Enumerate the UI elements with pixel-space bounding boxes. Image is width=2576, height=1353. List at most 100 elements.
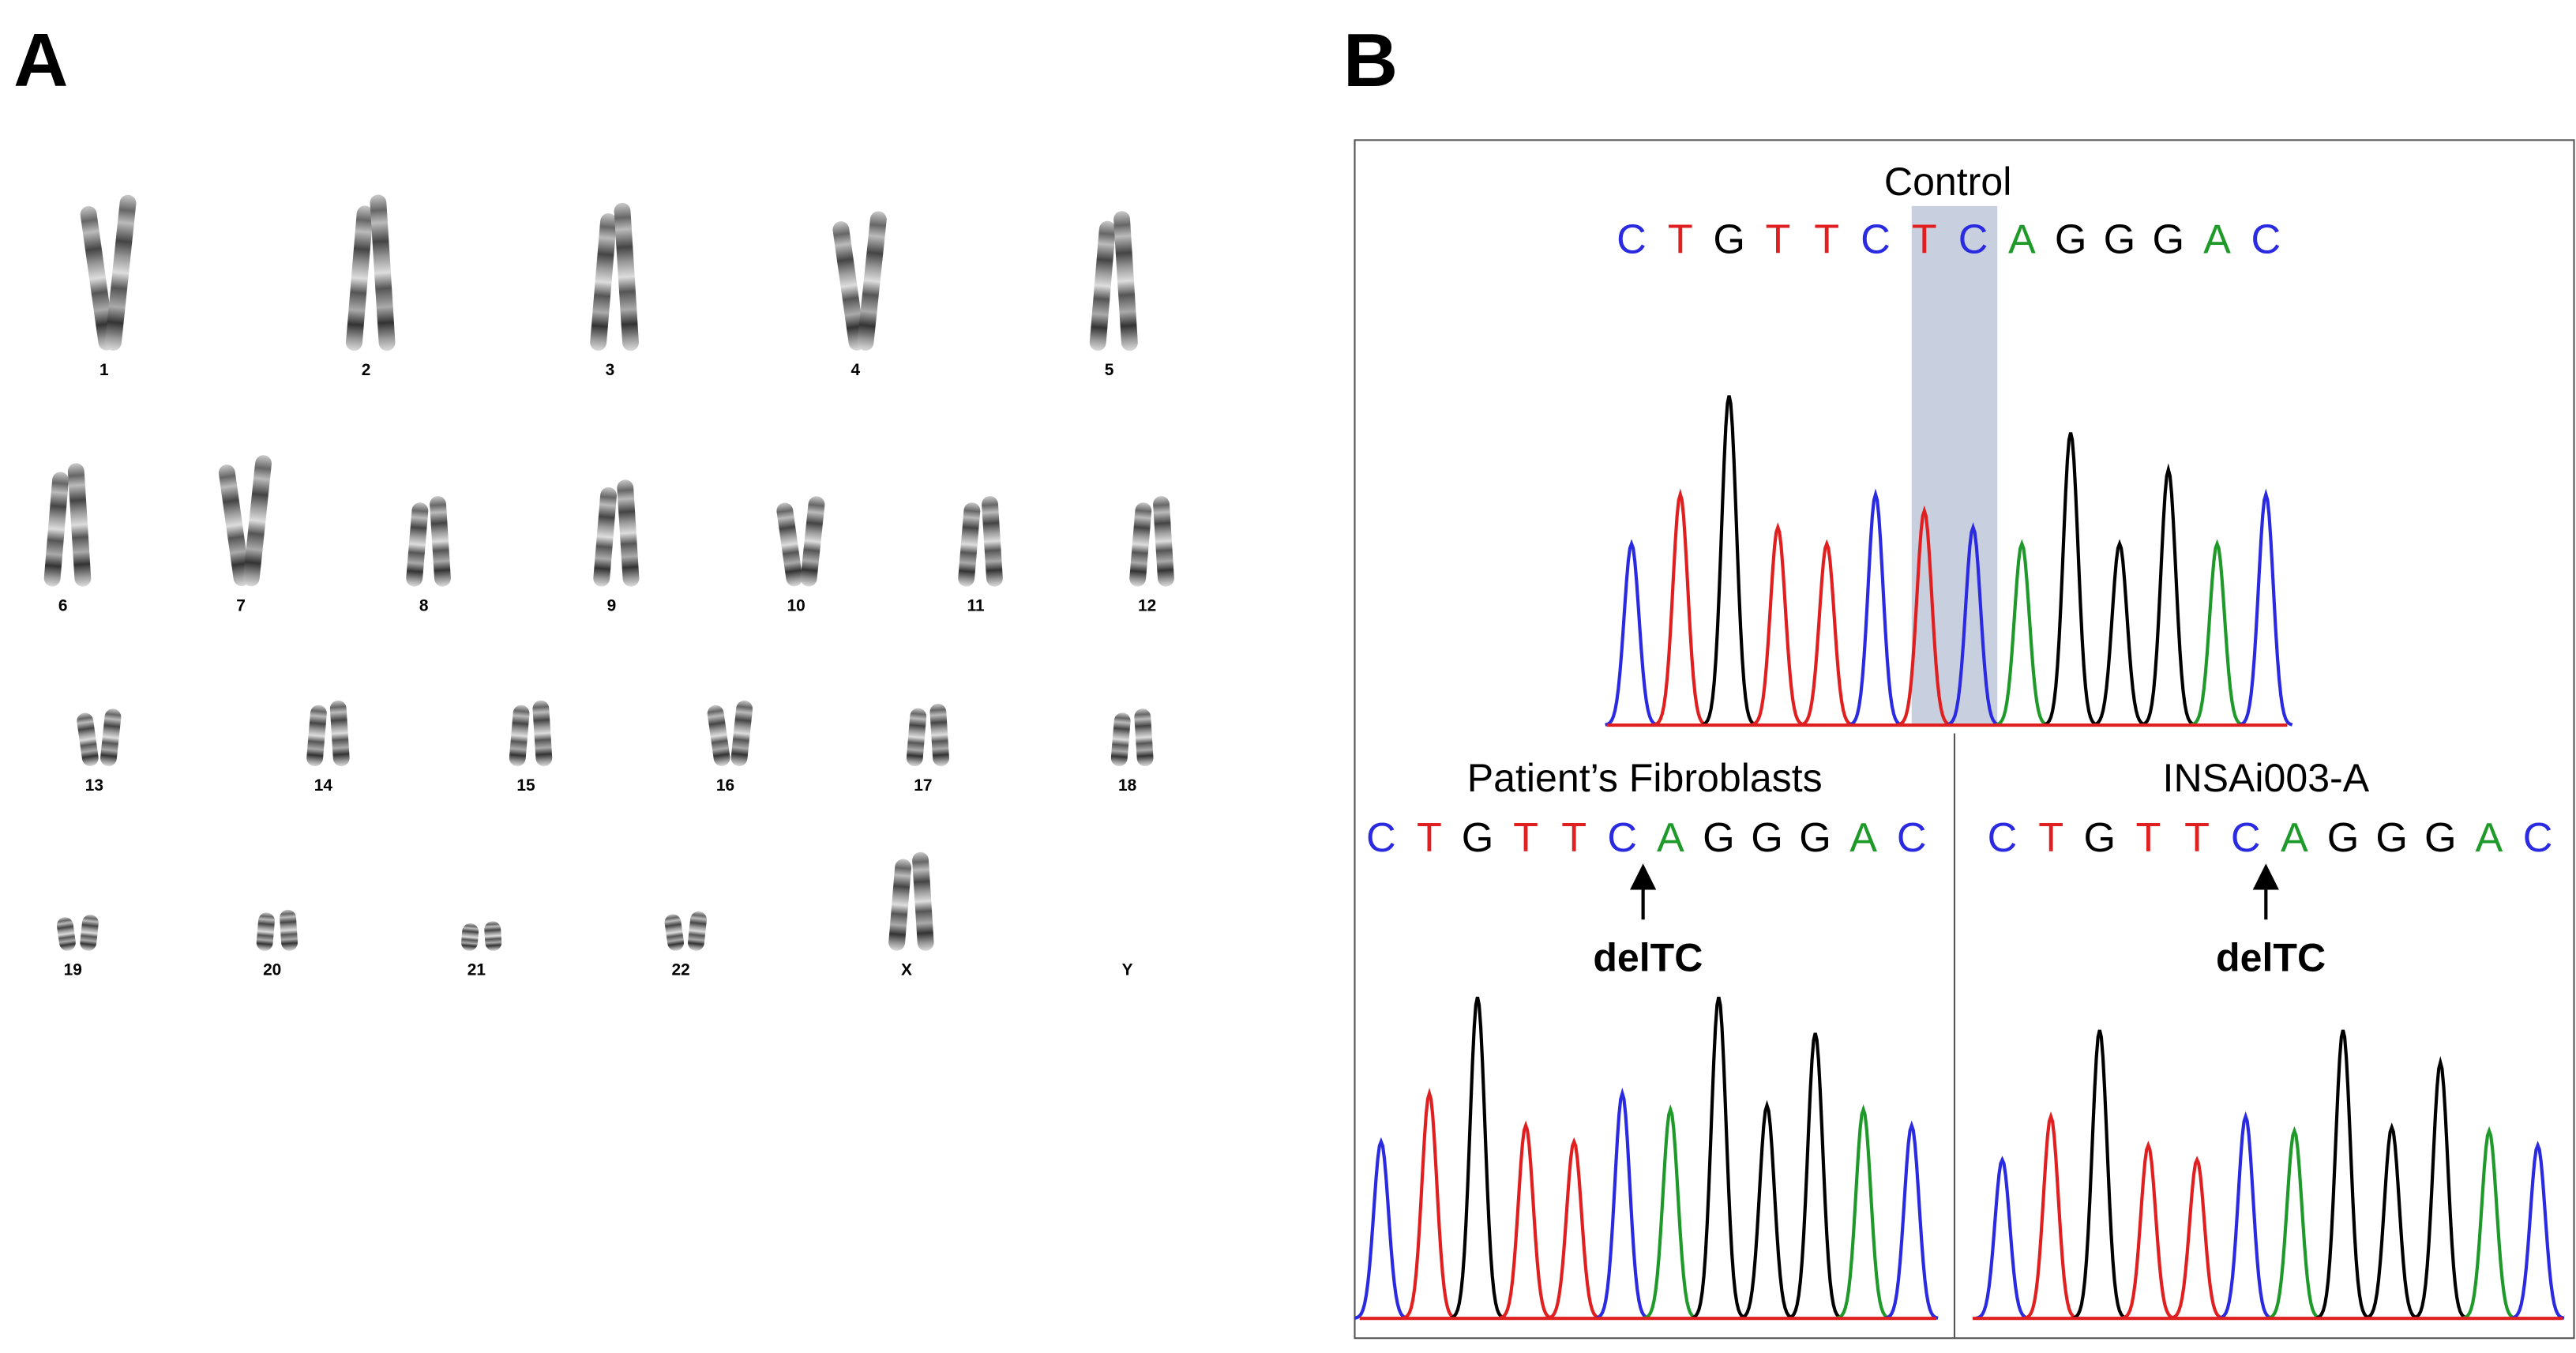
trace-peak <box>1740 1099 1794 1320</box>
chromosome-label: 14 <box>314 776 333 795</box>
chromosome-label: 3 <box>606 361 615 379</box>
chromosome-label: 6 <box>58 596 68 614</box>
trace-peak <box>2072 1029 2127 1320</box>
chromosome-label: 20 <box>263 960 281 979</box>
base-letter: C <box>2231 815 2261 861</box>
chromosome-label: 16 <box>716 776 734 795</box>
base-letter: G <box>1799 815 1831 861</box>
chromosome <box>430 496 451 587</box>
base-letter: A <box>2008 216 2036 262</box>
chromosome-label: 11 <box>967 596 985 614</box>
chromosome <box>776 502 803 587</box>
chromosome-label: 12 <box>1138 596 1156 614</box>
base-letter: T <box>1765 216 1790 262</box>
chromosome <box>80 915 99 951</box>
chromosome <box>256 912 275 951</box>
trace-peak <box>1836 1104 1891 1320</box>
chromosome <box>664 914 685 951</box>
trace-peak <box>2121 1141 2176 1320</box>
base-letter: G <box>1751 815 1783 861</box>
trace-peak <box>1751 522 1805 727</box>
trace-peak <box>1354 1137 1408 1320</box>
base-letter: C <box>1958 216 1988 262</box>
chromosome <box>590 213 617 351</box>
chromosome-label: 19 <box>64 960 82 979</box>
base-letter: G <box>2104 216 2136 262</box>
chromosome <box>832 221 866 351</box>
trace-peak <box>1788 1032 1842 1320</box>
base-letter: A <box>2281 815 2308 861</box>
trace-peak <box>2218 1111 2273 1320</box>
trace-peak <box>2413 1055 2468 1320</box>
trace-peak <box>1643 1104 1698 1320</box>
base-letter: T <box>1417 815 1442 861</box>
trace-peak <box>2190 539 2244 727</box>
base-letter: A <box>2476 815 2503 861</box>
chromosome <box>1113 211 1138 351</box>
trace-peak <box>1884 1120 1939 1320</box>
trace-peak <box>2510 1141 2565 1320</box>
chromosome <box>77 712 99 766</box>
trace-peak <box>2315 1029 2370 1320</box>
sample-title: INSAi003-A <box>2163 756 2370 800</box>
chromosome-label: 4 <box>851 361 860 379</box>
trace-peak <box>2093 539 2146 727</box>
trace-peak <box>1595 1087 1650 1320</box>
chromosome <box>306 705 327 767</box>
chromosome <box>43 472 69 587</box>
annotation: delTC <box>1593 936 1703 980</box>
sample-title: Patient’s Fibroblasts <box>1467 756 1823 800</box>
chromosome <box>1129 502 1152 587</box>
trace-peak <box>1995 539 2049 727</box>
chromosome-label: 2 <box>362 361 371 379</box>
base-letter: G <box>2327 815 2360 861</box>
base-letter: G <box>2152 216 2184 262</box>
trace-peak <box>2141 463 2195 727</box>
chromosome <box>800 496 825 587</box>
chromosome-label: 15 <box>516 776 535 795</box>
base-letter: G <box>2375 815 2408 861</box>
base-letter: T <box>2135 815 2161 861</box>
chromosome <box>105 194 137 351</box>
chromosome-label: 22 <box>672 960 690 979</box>
panel-label: A <box>13 18 68 103</box>
trace-peak <box>1450 996 1505 1320</box>
chromosome <box>461 923 479 951</box>
trace-peak <box>1605 539 1658 727</box>
chromosome <box>532 700 553 767</box>
trace-peak <box>2364 1122 2419 1320</box>
trace-peak <box>1499 1120 1553 1320</box>
base-letter: T <box>1561 815 1587 861</box>
chromosome-label: 1 <box>100 361 109 379</box>
base-letter: T <box>1668 216 1693 262</box>
chromosome-label: 7 <box>236 596 246 614</box>
trace-peak <box>1653 488 1707 727</box>
base-letter: T <box>1814 216 1839 262</box>
base-letter: G <box>2083 815 2116 861</box>
chromosome <box>1153 496 1174 587</box>
chromosome <box>218 464 250 587</box>
trace-peak <box>1692 996 1746 1320</box>
trace-peak <box>1849 488 1903 727</box>
trace-peak <box>1403 1087 1457 1320</box>
chromosome <box>982 496 1003 587</box>
base-letter: G <box>1703 815 1735 861</box>
base-letter: A <box>2203 216 2231 262</box>
base-letter: G <box>2055 216 2087 262</box>
panel-frame <box>1354 139 2575 1340</box>
chromosome-label: 13 <box>85 776 103 795</box>
chromosome-label: 5 <box>1105 361 1114 379</box>
base-letter: C <box>1988 815 2018 861</box>
base-letter: T <box>1912 216 1937 262</box>
chromosome <box>370 194 396 351</box>
base-letter: A <box>1657 815 1684 861</box>
trace-peak <box>2267 1126 2322 1320</box>
chromosome <box>906 708 927 767</box>
trace-peak <box>1946 522 2000 727</box>
trace-peak <box>2044 432 2098 727</box>
trace-peak <box>1547 1137 1602 1320</box>
chromosome <box>67 463 92 587</box>
trace-peak <box>1975 1156 2030 1320</box>
chromosome <box>688 911 707 951</box>
